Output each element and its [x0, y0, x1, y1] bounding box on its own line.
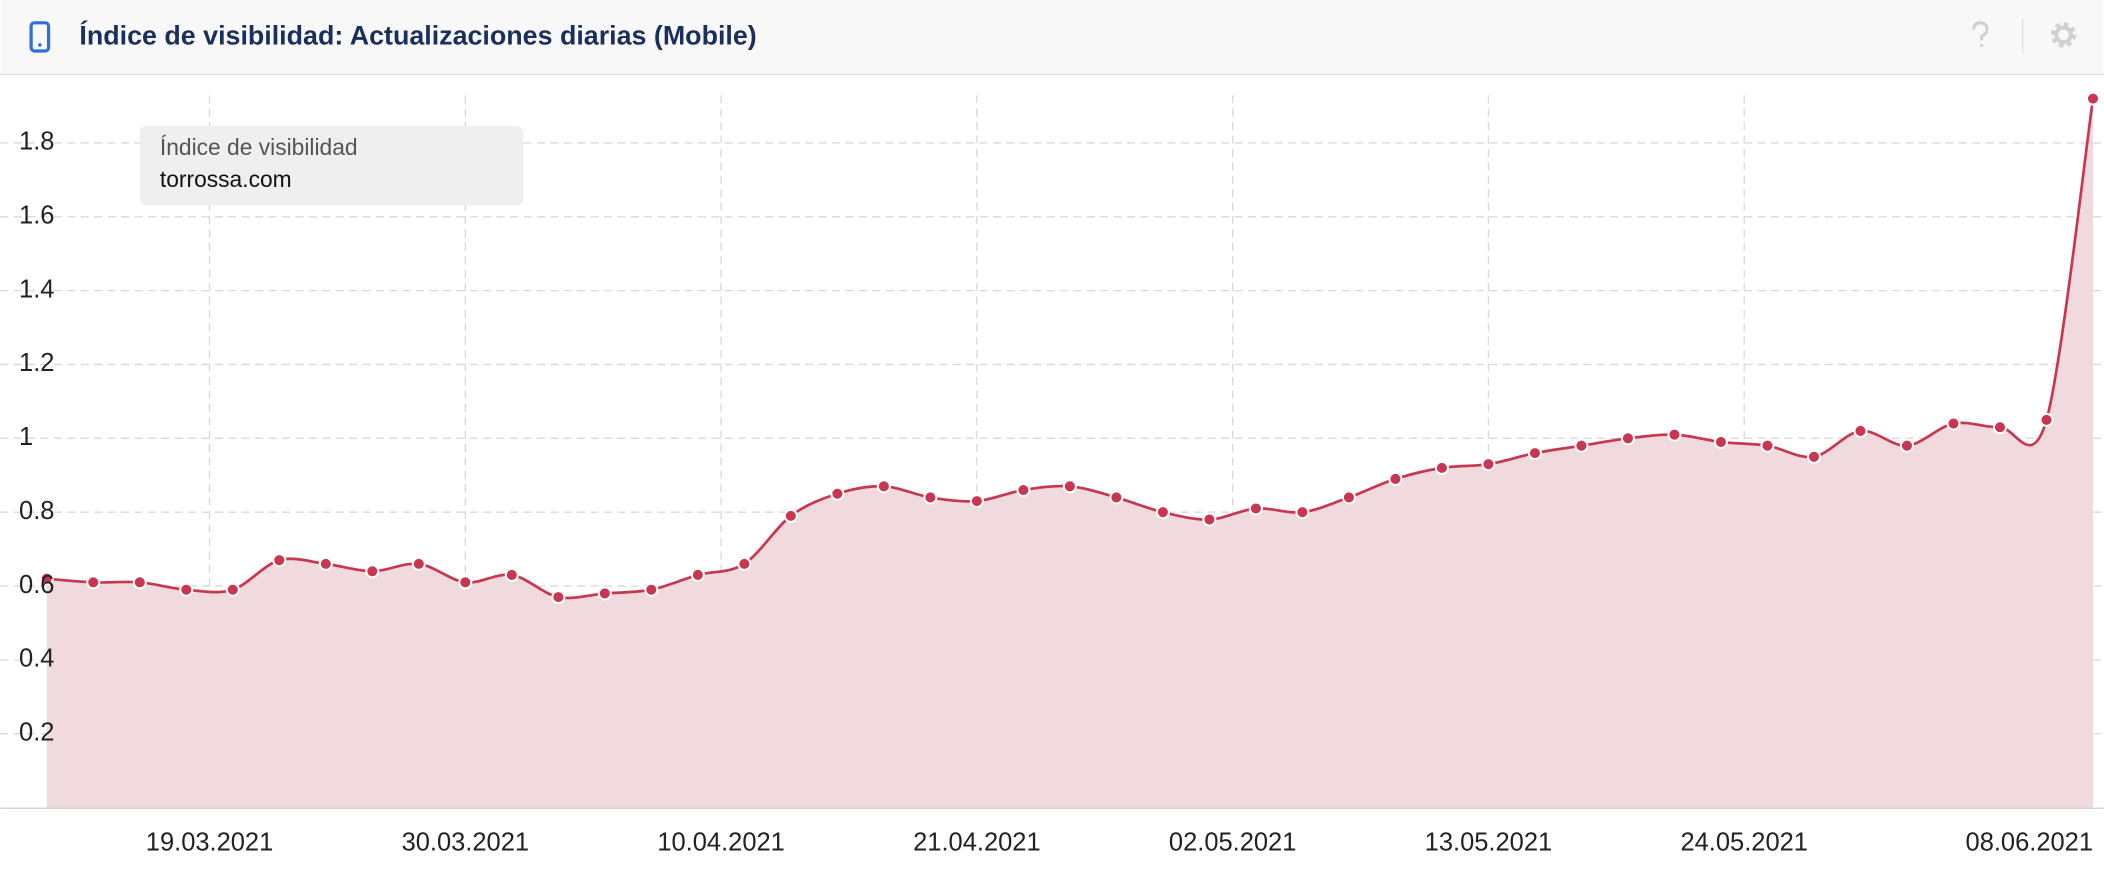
- y-tick-label: 0.8: [19, 497, 54, 525]
- y-tick-label: 1.6: [19, 202, 54, 230]
- point: [830, 486, 845, 501]
- y-tick-label: 1.2: [19, 349, 54, 377]
- point: [1527, 446, 1542, 461]
- point: [1109, 490, 1124, 505]
- chart-title: Índice de visibilidad: Actualizaciones d…: [79, 20, 756, 51]
- point: [783, 508, 798, 523]
- point: [458, 575, 473, 590]
- point: [1388, 471, 1403, 486]
- point: [411, 556, 426, 571]
- point: [1946, 416, 1961, 431]
- settings-icon[interactable]: [2050, 22, 2077, 48]
- point: [876, 479, 891, 494]
- point: [1620, 431, 1635, 446]
- point: [1202, 512, 1217, 527]
- point: [2039, 412, 2054, 427]
- point: [969, 494, 984, 509]
- point: [1062, 479, 1077, 494]
- point: [86, 575, 101, 590]
- point: [1155, 505, 1170, 520]
- point: [737, 556, 752, 571]
- point: [2085, 91, 2101, 106]
- plot-area: 0.2 0.4 0.6 0.8 1 1.2 1.4 1.6 1.8 19.03.2021 30.03…: [0, 91, 2104, 857]
- point: [1853, 423, 1868, 438]
- y-tick-label: 1: [19, 423, 33, 451]
- header-bar: [0, 0, 2104, 74]
- y-tick-label: 0.2: [19, 718, 54, 746]
- point: [597, 586, 612, 601]
- point: [1016, 482, 1031, 498]
- area: [46, 98, 2094, 808]
- point: [1574, 438, 1589, 453]
- point: [1713, 434, 1729, 450]
- x-tick-label: 10.04.2021: [657, 829, 784, 857]
- x-tick-label: 02.05.2021: [1169, 829, 1296, 857]
- x-tick-label: 13.05.2021: [1425, 829, 1552, 857]
- point: [1667, 427, 1682, 442]
- point: [551, 590, 566, 605]
- point: [179, 582, 194, 597]
- point: [1481, 457, 1496, 472]
- mobile-icon: [29, 21, 51, 53]
- point: [1760, 438, 1775, 453]
- point: [225, 582, 240, 597]
- x-tick-label: 21.04.2021: [913, 829, 1040, 857]
- legend-entry: torrossa.com: [160, 166, 292, 192]
- x-tick-label: 24.05.2021: [1680, 829, 1807, 857]
- point: [1434, 460, 1449, 475]
- point: [1806, 449, 1822, 464]
- point: [644, 582, 659, 597]
- y-tick-label: 1.4: [19, 275, 54, 303]
- point: [39, 571, 54, 586]
- point: [504, 567, 519, 582]
- point: [923, 490, 938, 505]
- help-icon[interactable]: [1972, 21, 1989, 47]
- x-tick-label: 30.03.2021: [402, 829, 529, 857]
- point: [1248, 501, 1263, 516]
- y-tick-label: 1.8: [19, 128, 54, 156]
- point: [1295, 505, 1310, 520]
- point: [1992, 420, 2008, 435]
- point: [318, 556, 333, 571]
- y-tick-label: 0.4: [19, 645, 54, 673]
- point: [1341, 490, 1356, 505]
- point: [272, 553, 287, 568]
- y-tick-label: 0.6: [19, 571, 54, 599]
- legend-title: Índice de visibilidad: [160, 134, 358, 160]
- x-tick-label: 08.06.2021: [1966, 829, 2093, 857]
- point: [1899, 438, 1915, 453]
- x-tick-label: 19.03.2021: [146, 829, 273, 857]
- point: [690, 567, 705, 582]
- point: [132, 575, 147, 590]
- legend-box: [139, 126, 524, 206]
- point: [365, 564, 380, 579]
